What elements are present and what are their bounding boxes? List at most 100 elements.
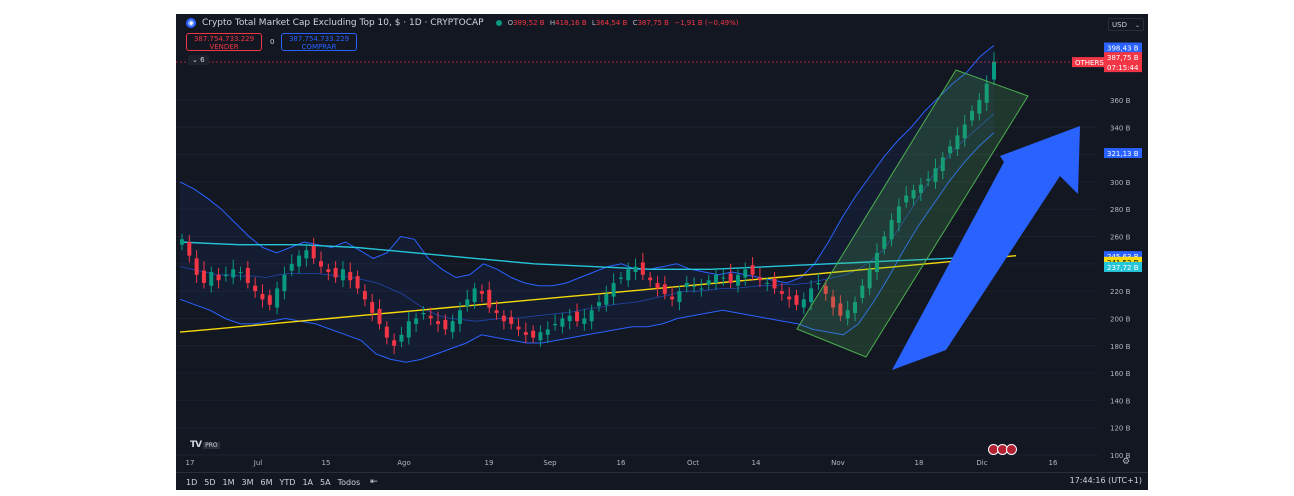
bollinger-band-fill [180, 45, 994, 363]
tradingview-logo: TV PRO [190, 440, 220, 450]
candle-body [933, 168, 938, 182]
sell-label: VENDER [209, 43, 239, 51]
clock[interactable]: 17:44:16 (UTC+1) [1069, 476, 1142, 485]
candle-body [450, 321, 455, 333]
range-5a[interactable]: 5A [320, 477, 331, 487]
time-tick: 19 [485, 459, 494, 467]
price-tick: 100 B [1110, 452, 1131, 460]
candle-body [735, 274, 740, 286]
time-tick: 16 [1049, 459, 1058, 467]
price-tick: 260 B [1110, 234, 1131, 242]
candle-body [692, 285, 697, 287]
candle-body [428, 315, 433, 319]
candle-body [699, 288, 704, 290]
candle-body [823, 285, 828, 294]
candle-body [180, 239, 184, 245]
candle-body [516, 326, 521, 330]
candle-body [706, 280, 711, 285]
candle-body [392, 340, 397, 346]
time-tick: 17 [186, 459, 195, 467]
candle-body [443, 319, 448, 330]
candle-body [245, 267, 250, 283]
trend-arrow[interactable] [892, 126, 1080, 370]
time-tick: Dic [976, 459, 987, 467]
candle-body [589, 310, 594, 322]
price-label [1104, 52, 1142, 73]
candle-body [940, 157, 945, 171]
candle-body [567, 315, 572, 322]
price-tick: 140 B [1110, 397, 1131, 405]
candle-body [421, 313, 426, 315]
time-tick: 16 [617, 459, 626, 467]
event-flags[interactable] [988, 444, 1017, 455]
buy-price: 387.754.733.229 [288, 35, 350, 43]
symbol-header[interactable]: ◉ Crypto Total Market Cap Excluding Top … [186, 18, 742, 28]
us-flag-icon[interactable] [1006, 444, 1017, 455]
symbol-tag [1072, 57, 1104, 68]
currency-select[interactable]: USD ⌄ [1108, 18, 1144, 31]
price-label-text: 387,75 B [1107, 54, 1139, 62]
candle-body [531, 330, 536, 338]
time-tick: 18 [915, 459, 924, 467]
candle-body [765, 282, 770, 284]
candle-body [348, 272, 353, 281]
candle-body [677, 291, 682, 303]
candle-body [904, 195, 909, 203]
sell-button[interactable]: 387.754.733.229 VENDER [186, 33, 262, 51]
candle-body [399, 334, 404, 342]
bollinger-lower [179, 132, 995, 363]
range-ytd[interactable]: YTD [279, 477, 296, 487]
buy-button[interactable]: 387.754.733.229 COMPRAR [281, 33, 357, 51]
candle-body [867, 269, 872, 289]
candle-body [238, 272, 243, 274]
range-6m[interactable]: 6M [260, 477, 273, 487]
price-label [1104, 42, 1142, 53]
indicators-toggle[interactable]: ⌄ 6 [188, 55, 209, 65]
pro-badge: PRO [203, 442, 220, 449]
bollinger-upper [179, 45, 995, 287]
price-label [1104, 148, 1142, 159]
candle-body [721, 277, 726, 279]
range-1d[interactable]: 1D [186, 477, 198, 487]
candle-body [362, 291, 367, 300]
range-5d[interactable]: 5D [204, 477, 216, 487]
time-tick: Jul [253, 459, 263, 467]
candle-body [596, 302, 601, 307]
candle-body [648, 277, 653, 281]
candle-body [662, 284, 667, 294]
calendar-icon[interactable]: ⇤ [370, 477, 378, 487]
candle-body [684, 282, 689, 288]
price-tick: 280 B [1110, 206, 1131, 214]
gear-icon[interactable]: ⚙ [1122, 457, 1131, 467]
price-tick: 160 B [1110, 370, 1131, 378]
candle-body [640, 262, 645, 275]
candle-body [955, 135, 960, 150]
candle-body [618, 277, 623, 279]
symbol-title[interactable]: Crypto Total Market Cap Excluding Top 10… [202, 18, 484, 28]
candle-body [757, 277, 762, 281]
range-3m[interactable]: 3M [241, 477, 254, 487]
time-tick: Sep [543, 459, 557, 467]
indicators-count: 6 [200, 56, 205, 64]
candle-body [801, 299, 806, 308]
candle-body [970, 110, 975, 121]
price-tick: 340 B [1110, 124, 1131, 132]
candle-body [962, 124, 967, 139]
candle-body [655, 282, 660, 289]
candle-body [831, 296, 836, 308]
candle-body [977, 100, 982, 114]
candle-body [882, 236, 887, 249]
candle-body [333, 267, 338, 278]
candle-body [472, 288, 477, 303]
price-tick: 120 B [1110, 425, 1131, 433]
range-selector: 1D 5D 1M 3M 6M YTD 1A 5A Todos [186, 478, 360, 487]
range-todos[interactable]: Todos [337, 477, 361, 487]
candle-body [201, 270, 206, 283]
range-1m[interactable]: 1M [222, 477, 235, 487]
candle-body [231, 269, 236, 278]
candle-body [772, 278, 777, 289]
range-1a[interactable]: 1A [302, 477, 313, 487]
trend-channel[interactable] [796, 69, 1029, 358]
